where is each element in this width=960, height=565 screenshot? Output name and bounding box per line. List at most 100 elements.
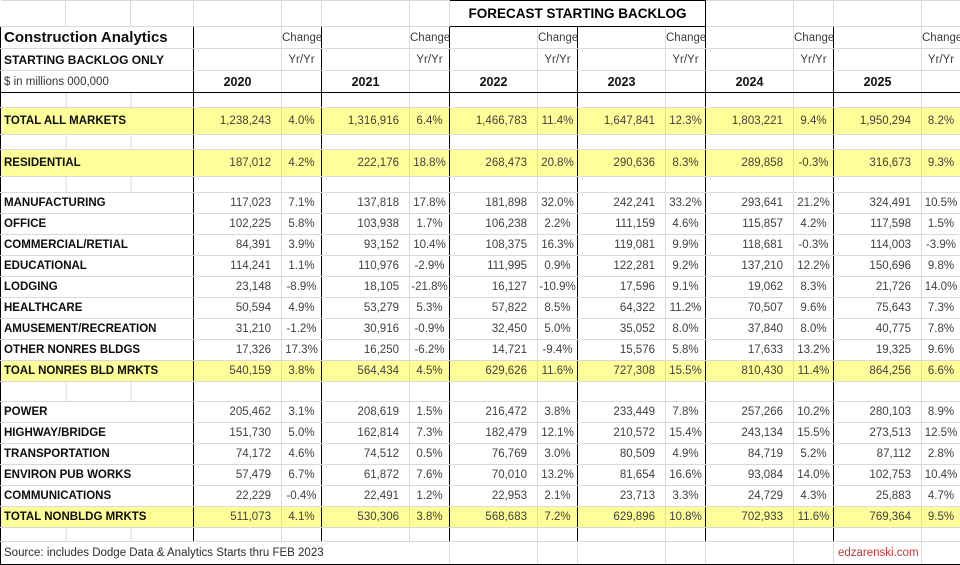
cell-other-nonres-bldgs-2024-change[interactable]: 13.2% — [794, 340, 834, 361]
cell-office-2024-value[interactable]: 115,857 — [706, 214, 794, 235]
empty-cell[interactable] — [794, 382, 834, 402]
empty-cell[interactable] — [450, 382, 538, 402]
empty-cell[interactable] — [706, 1, 794, 27]
cell-commercial-retial-2020-value[interactable]: 84,391 — [194, 235, 282, 256]
cell-office-2022-change[interactable]: 2.2% — [538, 214, 578, 235]
cell-power-2021-value[interactable]: 208,619 — [322, 402, 410, 423]
cell-total-nonbldg-mrkts-2024-value[interactable]: 702,933 — [706, 507, 794, 528]
cell-amusement-recreation-2022-value[interactable]: 32,450 — [450, 319, 538, 340]
cell-other-nonres-bldgs-2021-change[interactable]: -6.2% — [410, 340, 450, 361]
cell-manufacturing-2024-change[interactable]: 21.2% — [794, 193, 834, 214]
empty-cell[interactable] — [410, 382, 450, 402]
cell-other-nonres-bldgs-2020-value[interactable]: 17,326 — [194, 340, 282, 361]
cell-environ-pub-works-2020-value[interactable]: 57,479 — [194, 465, 282, 486]
cell-highway-bridge-2022-change[interactable]: 12.1% — [538, 423, 578, 444]
empty-cell[interactable] — [666, 71, 706, 93]
empty-cell[interactable] — [322, 93, 410, 108]
cell-toal-nonres-bld-mrkts-2021-change[interactable]: 4.5% — [410, 361, 450, 382]
cell-lodging-2024-change[interactable]: 8.3% — [794, 277, 834, 298]
cell-highway-bridge-2022-value[interactable]: 182,479 — [450, 423, 538, 444]
empty-cell[interactable] — [578, 177, 666, 193]
cell-educational-2021-value[interactable]: 110,976 — [322, 256, 410, 277]
cell-educational-2023-value[interactable]: 122,281 — [578, 256, 666, 277]
empty-cell[interactable] — [194, 49, 282, 71]
cell-lodging-2022-change[interactable]: -10.9% — [538, 277, 578, 298]
cell-toal-nonres-bld-mrkts-2022-value[interactable]: 629,626 — [450, 361, 538, 382]
cell-other-nonres-bldgs-2022-change[interactable]: -9.4% — [538, 340, 578, 361]
cell-healthcare-2025-value[interactable]: 75,643 — [834, 298, 922, 319]
empty-cell[interactable] — [410, 177, 450, 193]
empty-cell[interactable] — [706, 528, 794, 542]
row-label-power[interactable]: POWER — [1, 402, 194, 423]
empty-cell[interactable] — [322, 382, 410, 402]
cell-communications-2024-value[interactable]: 24,729 — [706, 486, 794, 507]
empty-cell[interactable] — [922, 542, 960, 565]
cell-communications-2024-change[interactable]: 4.3% — [794, 486, 834, 507]
empty-cell[interactable] — [538, 93, 578, 108]
cell-environ-pub-works-2025-value[interactable]: 102,753 — [834, 465, 922, 486]
cell-power-2021-change[interactable]: 1.5% — [410, 402, 450, 423]
cell-environ-pub-works-2020-change[interactable]: 6.7% — [282, 465, 322, 486]
cell-other-nonres-bldgs-2023-change[interactable]: 5.8% — [666, 340, 706, 361]
empty-cell[interactable] — [322, 1, 410, 27]
empty-cell[interactable] — [1, 135, 194, 150]
cell-communications-2025-change[interactable]: 4.7% — [922, 486, 960, 507]
cell-educational-2021-change[interactable]: -2.9% — [410, 256, 450, 277]
cell-environ-pub-works-2025-change[interactable]: 10.4% — [922, 465, 960, 486]
row-label-amusement-recreation[interactable]: AMUSEMENT/RECREATION — [1, 319, 194, 340]
cell-amusement-recreation-2022-change[interactable]: 5.0% — [538, 319, 578, 340]
cell-communications-2021-change[interactable]: 1.2% — [410, 486, 450, 507]
empty-cell[interactable] — [538, 177, 578, 193]
cell-environ-pub-works-2021-change[interactable]: 7.6% — [410, 465, 450, 486]
empty-cell[interactable] — [322, 27, 410, 49]
empty-cell[interactable] — [282, 93, 322, 108]
cell-total-all-markets-2023-change[interactable]: 12.3% — [666, 108, 706, 135]
row-label-manufacturing[interactable]: MANUFACTURING — [1, 193, 194, 214]
row-label-highway-bridge[interactable]: HIGHWAY/BRIDGE — [1, 423, 194, 444]
cell-residential-2021-change[interactable]: 18.8% — [410, 150, 450, 177]
empty-cell[interactable] — [666, 135, 706, 150]
cell-office-2024-change[interactable]: 4.2% — [794, 214, 834, 235]
empty-cell[interactable] — [1, 1, 194, 27]
cell-environ-pub-works-2023-value[interactable]: 81,654 — [578, 465, 666, 486]
cell-amusement-recreation-2020-change[interactable]: -1.2% — [282, 319, 322, 340]
cell-transportation-2022-value[interactable]: 76,769 — [450, 444, 538, 465]
row-label-environ-pub-works[interactable]: ENVIRON PUB WORKS — [1, 465, 194, 486]
cell-commercial-retial-2021-change[interactable]: 10.4% — [410, 235, 450, 256]
cell-total-all-markets-2025-value[interactable]: 1,950,294 — [834, 108, 922, 135]
cell-other-nonres-bldgs-2023-value[interactable]: 15,576 — [578, 340, 666, 361]
cell-healthcare-2024-change[interactable]: 9.6% — [794, 298, 834, 319]
cell-other-nonres-bldgs-2024-value[interactable]: 17,633 — [706, 340, 794, 361]
cell-highway-bridge-2023-value[interactable]: 210,572 — [578, 423, 666, 444]
cell-highway-bridge-2025-change[interactable]: 12.5% — [922, 423, 960, 444]
empty-cell[interactable] — [578, 528, 666, 542]
cell-highway-bridge-2025-value[interactable]: 273,513 — [834, 423, 922, 444]
site-link[interactable]: edzarenski.com — [834, 542, 922, 565]
empty-cell[interactable] — [922, 528, 960, 542]
cell-commercial-retial-2024-value[interactable]: 118,681 — [706, 235, 794, 256]
cell-total-all-markets-2025-change[interactable]: 8.2% — [922, 108, 960, 135]
cell-amusement-recreation-2024-value[interactable]: 37,840 — [706, 319, 794, 340]
empty-cell[interactable] — [922, 71, 960, 93]
empty-cell[interactable] — [538, 528, 578, 542]
row-label-residential[interactable]: RESIDENTIAL — [1, 150, 194, 177]
cell-residential-2023-change[interactable]: 8.3% — [666, 150, 706, 177]
cell-toal-nonres-bld-mrkts-2025-value[interactable]: 864,256 — [834, 361, 922, 382]
cell-healthcare-2020-value[interactable]: 50,594 — [194, 298, 282, 319]
empty-cell[interactable] — [538, 135, 578, 150]
row-label-total-nonbldg-mrkts[interactable]: TOTAL NONBLDG MRKTS — [1, 507, 194, 528]
empty-cell[interactable] — [706, 177, 794, 193]
empty-cell[interactable] — [666, 528, 706, 542]
cell-transportation-2022-change[interactable]: 3.0% — [538, 444, 578, 465]
empty-cell[interactable] — [194, 135, 282, 150]
cell-power-2025-change[interactable]: 8.9% — [922, 402, 960, 423]
cell-lodging-2021-change[interactable]: -21.8% — [410, 277, 450, 298]
cell-transportation-2024-change[interactable]: 5.2% — [794, 444, 834, 465]
cell-total-all-markets-2020-value[interactable]: 1,238,243 — [194, 108, 282, 135]
cell-commercial-retial-2025-change[interactable]: -3.9% — [922, 235, 960, 256]
cell-educational-2020-value[interactable]: 114,241 — [194, 256, 282, 277]
empty-cell[interactable] — [578, 93, 666, 108]
cell-total-all-markets-2023-value[interactable]: 1,647,841 — [578, 108, 666, 135]
cell-lodging-2022-value[interactable]: 16,127 — [450, 277, 538, 298]
cell-residential-2020-value[interactable]: 187,012 — [194, 150, 282, 177]
